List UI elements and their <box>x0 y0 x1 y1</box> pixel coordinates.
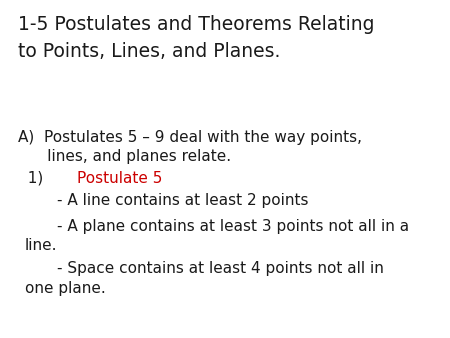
Text: - A line contains at least 2 points: - A line contains at least 2 points <box>18 193 309 208</box>
Text: - A plane contains at least 3 points not all in a: - A plane contains at least 3 points not… <box>18 219 409 234</box>
Text: 1): 1) <box>18 171 53 186</box>
Text: lines, and planes relate.: lines, and planes relate. <box>18 149 231 164</box>
Text: 1-5 Postulates and Theorems Relating: 1-5 Postulates and Theorems Relating <box>18 15 374 34</box>
Text: A)  Postulates 5 – 9 deal with the way points,: A) Postulates 5 – 9 deal with the way po… <box>18 130 362 145</box>
Text: - Space contains at least 4 points not all in: - Space contains at least 4 points not a… <box>18 261 384 276</box>
Text: Postulate 5: Postulate 5 <box>77 171 163 186</box>
Text: one plane.: one plane. <box>25 281 105 295</box>
Text: line.: line. <box>25 238 57 253</box>
Text: to Points, Lines, and Planes.: to Points, Lines, and Planes. <box>18 42 280 61</box>
